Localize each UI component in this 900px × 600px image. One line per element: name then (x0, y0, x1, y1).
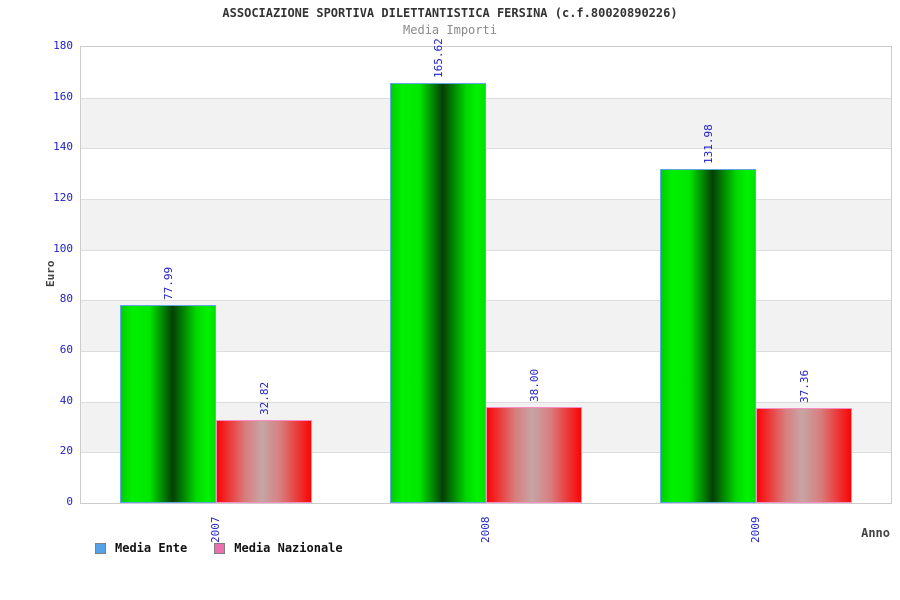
plot-band (81, 97, 891, 149)
gridline (81, 199, 891, 200)
y-tick-label-80: 80 (59, 292, 73, 306)
gridline (81, 401, 891, 403)
x-tick-label-2008: 2008 (479, 516, 492, 544)
y-axis-title: Euro (44, 260, 57, 288)
gridline (81, 351, 891, 352)
bar-value-label: 131.98 (702, 123, 715, 164)
y-tick-label-120: 120 (53, 191, 73, 204)
legend-swatch-media-ente (95, 542, 106, 554)
bar-value-label: 165.62 (432, 38, 445, 79)
bar-media-nazionale-2009 (756, 408, 852, 503)
gridline (81, 300, 891, 302)
plot-band (81, 47, 891, 98)
gridline (81, 148, 891, 150)
bar-value-label: 32.82 (258, 381, 271, 415)
x-axis-title: Anno (861, 526, 890, 540)
chart-title: ASSOCIAZIONE SPORTIVA DILETTANTISTICA FE… (222, 6, 678, 20)
plot-area: 77.99 32.82 165.62 38.00 131.98 37.36 (80, 39, 892, 504)
bar-media-nazionale-2008 (486, 406, 582, 503)
y-tick-label-40: 40 (59, 393, 73, 407)
plot-band (81, 199, 891, 250)
bar-media-ente-2007 (120, 305, 216, 503)
plot-band (81, 300, 891, 351)
bar-media-nazionale-2007 (216, 419, 312, 503)
plot-band (81, 249, 891, 301)
x-tick-label-2007: 2007 (209, 516, 222, 544)
plot-band (81, 148, 891, 199)
bar-value-label: 38.00 (528, 368, 541, 402)
plot-band (81, 351, 891, 402)
gridline (81, 249, 891, 251)
chart-subtitle: Media Importi (403, 23, 497, 37)
legend-label-media-nazionale: Media Nazionale (234, 541, 343, 555)
bar-media-ente-2008 (390, 83, 486, 503)
y-tick-label-60: 60 (59, 343, 73, 356)
bar-value-label: 77.99 (162, 267, 175, 301)
y-tick-label-140: 140 (53, 140, 73, 154)
legend-swatch-media-nazionale (214, 542, 226, 554)
y-tick-label-160: 160 (53, 89, 73, 103)
y-tick-label-20: 20 (59, 444, 73, 458)
bar-value-label: 37.36 (798, 370, 811, 404)
y-tick-label-180: 180 (53, 39, 73, 52)
x-tick-label-2009: 2009 (749, 516, 762, 544)
legend-label-media-ente: Media Ente (115, 541, 188, 555)
gridline (81, 97, 891, 99)
bar-media-ente-2009 (660, 168, 756, 503)
y-tick-label-0: 0 (66, 495, 73, 508)
legend: Media Ente Media Nazionale (95, 541, 343, 555)
y-tick-label-100: 100 (53, 241, 73, 255)
